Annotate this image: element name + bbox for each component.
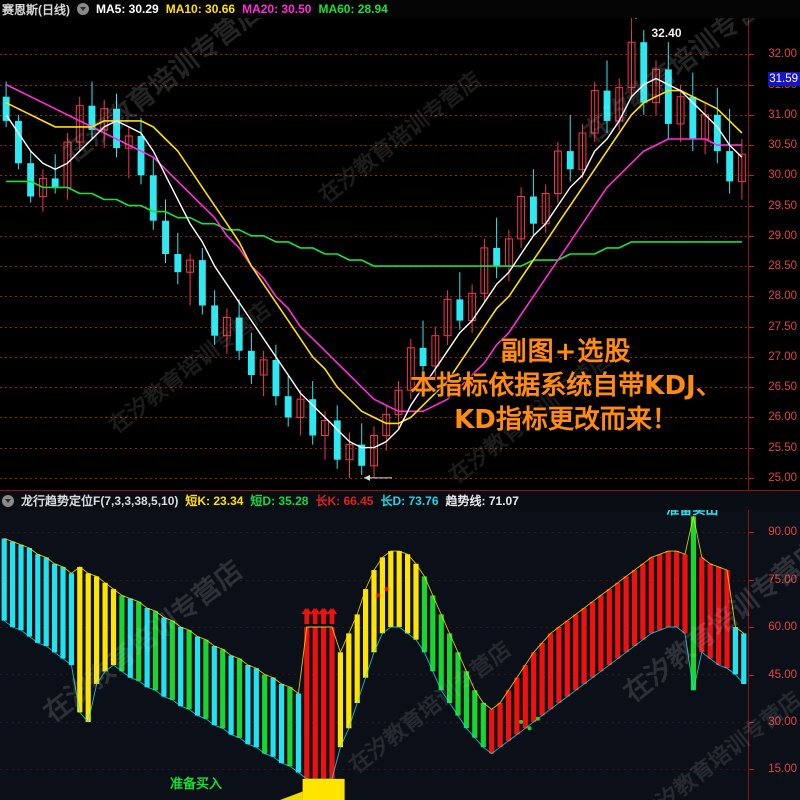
price-axis-tick: 31.00 xyxy=(768,108,797,121)
price-axis-tick: 28.00 xyxy=(768,290,797,303)
indicator-axis-tick: 90.00 xyxy=(768,526,797,539)
price-panel-header: 赛恩斯(日线) MA5: 30.29 MA10: 30.66 MA20: 30.… xyxy=(0,0,800,18)
ma10-value: MA10: 30.66 xyxy=(165,2,236,16)
price-axis-tick: 30.50 xyxy=(768,139,797,152)
prepare-buy-tag: 准备买入 xyxy=(170,776,223,792)
promo-line-1: 副图+选股 xyxy=(500,337,632,367)
indicator-axis-tick: 60.00 xyxy=(768,621,797,633)
axis-tick-mark xyxy=(749,721,754,723)
promo-annotation: 副图+选股 本指标依据系统自带KDJ、 KD指标更改而来！ xyxy=(396,336,736,437)
axis-tick-mark xyxy=(749,674,754,676)
price-panel: 32.40 25.00 副图+选股 本指标依据系统自带KDJ、 KD指标更改而来… xyxy=(0,18,800,490)
price-axis-tick: 28.50 xyxy=(768,260,797,273)
indicator-axis-tick: 15.00 xyxy=(768,763,797,776)
axis-tick-mark xyxy=(749,114,754,116)
axis-tick-mark xyxy=(749,54,754,56)
high-price-marker: 32.40 xyxy=(651,26,682,41)
long-d-value: 长D: 73.76 xyxy=(380,494,439,508)
axis-tick-mark xyxy=(749,205,754,207)
price-axis-tick: 29.50 xyxy=(768,199,797,212)
axis-tick-mark xyxy=(749,532,754,534)
indicator-axis[interactable]: 90.00 75.00 60.00 45.00 30.00 15.00 xyxy=(748,491,800,800)
axis-tick-mark xyxy=(749,296,754,298)
low-price-marker: 25.00 xyxy=(394,489,424,490)
price-svg xyxy=(0,18,748,481)
axis-tick-mark xyxy=(749,356,754,358)
indicator-panel-header: 龙行趋势定位F(7,3,3,38,5,10) 短K: 23.34 短D: 35.… xyxy=(0,491,800,510)
current-price-badge: 31.59 xyxy=(768,72,800,87)
axis-tick-mark xyxy=(749,579,754,581)
candlestick-plot[interactable] xyxy=(0,18,748,490)
indicator-panel: 龙行趋势定位F(7,3,3,38,5,10) 短K: 23.34 短D: 35.… xyxy=(0,490,800,800)
axis-tick-mark xyxy=(749,326,754,328)
indicator-plot[interactable] xyxy=(0,510,748,800)
symbol-label[interactable]: 赛恩斯(日线) xyxy=(2,2,70,17)
chevron-down-circle-icon[interactable] xyxy=(77,3,89,15)
indicator-svg xyxy=(0,516,748,800)
price-axis-tick: 32.00 xyxy=(768,48,797,61)
indicator-axis-tick: 45.00 xyxy=(768,668,797,681)
axis-tick-mark xyxy=(749,175,754,177)
price-axis-tick: 26.50 xyxy=(768,381,797,394)
axis-tick-mark xyxy=(749,235,754,237)
price-axis-tick: 30.00 xyxy=(768,169,797,182)
axis-tick-mark xyxy=(749,477,754,479)
ma20-value: MA20: 30.50 xyxy=(242,2,312,16)
ma60-value: MA60: 28.94 xyxy=(318,2,388,16)
indicator-axis-tick: 75.00 xyxy=(768,573,797,586)
axis-tick-mark xyxy=(749,84,754,86)
price-axis[interactable]: 32.0031.5031.0030.5030.0029.5029.0028.50… xyxy=(748,18,800,490)
axis-tick-mark xyxy=(749,387,754,389)
price-axis-tick: 27.00 xyxy=(768,350,797,363)
price-axis-tick: 26.00 xyxy=(768,411,797,424)
axis-tick-mark xyxy=(749,627,754,628)
short-d-value: 短D: 35.28 xyxy=(250,494,309,508)
axis-tick-mark xyxy=(749,769,754,771)
long-k-value: 长K: 66.45 xyxy=(315,494,374,508)
indicator-axis-tick: 30.00 xyxy=(768,715,797,728)
indicator-name[interactable]: 龙行趋势定位F(7,3,3,38,5,10) xyxy=(21,494,179,508)
chevron-down-circle-icon[interactable] xyxy=(2,494,14,507)
price-axis-tick: 25.00 xyxy=(768,471,797,484)
ma5-value: MA5: 30.29 xyxy=(96,2,159,16)
promo-line-2: 本指标依据系统自带KDJ、 xyxy=(410,370,722,401)
axis-tick-mark xyxy=(749,145,754,147)
price-axis-tick: 29.00 xyxy=(768,229,797,242)
price-axis-tick: 25.50 xyxy=(768,441,797,454)
trend-line-value: 趋势线: 71.07 xyxy=(445,494,519,508)
short-k-value: 短K: 23.34 xyxy=(185,494,244,508)
axis-tick-mark xyxy=(749,417,754,419)
axis-tick-mark xyxy=(749,266,754,268)
axis-tick-mark xyxy=(749,447,754,449)
promo-line-3: KD指标更改而来！ xyxy=(454,404,678,435)
price-axis-tick: 27.50 xyxy=(768,320,797,333)
